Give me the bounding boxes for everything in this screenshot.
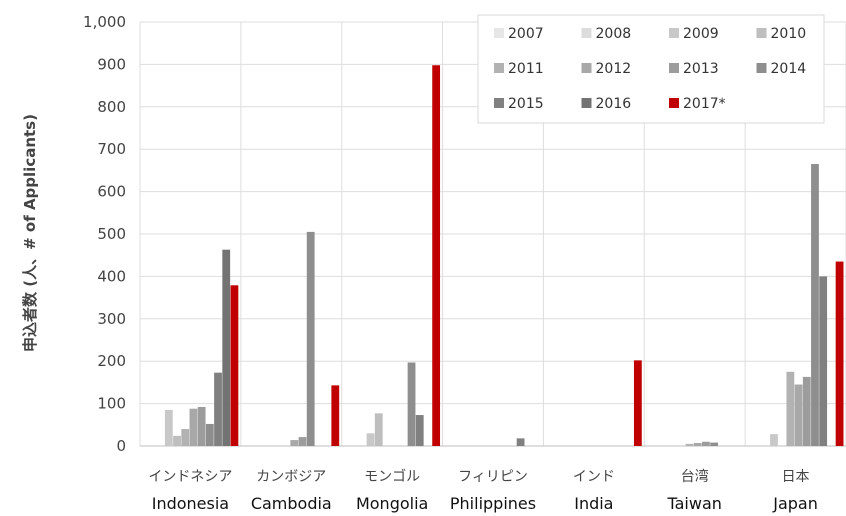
bar xyxy=(189,408,198,446)
y-tick-label: 700 xyxy=(97,140,126,158)
bar xyxy=(811,164,819,447)
category-label-en: Cambodia xyxy=(251,494,332,513)
bar xyxy=(298,437,307,446)
bar xyxy=(693,443,702,446)
bar xyxy=(633,360,642,446)
y-tick-label: 300 xyxy=(97,310,126,328)
y-tick-label: 800 xyxy=(97,98,126,116)
bar xyxy=(366,433,375,446)
legend: 2007 2008 2009 2010 2011 2012 2013 2014 2015 2016… xyxy=(477,14,825,124)
legend-swatch xyxy=(581,28,592,38)
legend-swatch xyxy=(494,63,504,73)
y-tick-label: 500 xyxy=(97,225,126,243)
legend-label: 2013 xyxy=(683,61,719,77)
bar xyxy=(685,443,694,446)
category-label-en: Taiwan xyxy=(667,494,722,513)
category-label-jp: モンゴル xyxy=(364,468,420,485)
bar xyxy=(432,65,441,447)
bar xyxy=(205,423,214,446)
bar xyxy=(197,406,206,446)
legend-label: 2016 xyxy=(596,96,632,112)
legend-swatch xyxy=(669,28,679,38)
y-tick-label: 400 xyxy=(97,267,126,285)
bar xyxy=(164,409,173,446)
legend-swatch xyxy=(756,63,767,73)
category-label-en: Indonesia xyxy=(152,494,229,513)
bar xyxy=(374,413,383,446)
bar xyxy=(710,442,719,446)
bar xyxy=(819,276,828,446)
legend-swatch xyxy=(669,98,679,108)
bar xyxy=(230,285,239,446)
category-label-en: Philippines xyxy=(450,494,536,513)
legend-swatch xyxy=(494,98,504,108)
legend-label: 2011 xyxy=(508,61,544,77)
legend-swatch xyxy=(669,63,679,73)
bar xyxy=(306,231,315,446)
category-label-en: Japan xyxy=(772,494,818,513)
legend-swatch xyxy=(581,63,592,73)
y-tick-label: 100 xyxy=(97,395,126,413)
bar xyxy=(794,384,803,446)
legend-label: 2008 xyxy=(596,26,632,42)
category-label-jp: 日本 xyxy=(782,469,810,485)
bars xyxy=(164,65,844,447)
bar xyxy=(214,372,222,446)
y-tick-label: 0 xyxy=(116,437,126,455)
grid xyxy=(139,21,846,447)
legend-label: 2007 xyxy=(508,26,544,42)
y-tick-label: 1,000 xyxy=(83,13,126,31)
legend-label: 2010 xyxy=(771,26,807,42)
category-label-jp: インド xyxy=(573,469,615,485)
bar xyxy=(702,441,710,446)
bar xyxy=(181,429,190,446)
bar xyxy=(770,434,778,446)
category-label-jp: カンボジア xyxy=(256,469,326,485)
bar xyxy=(835,261,844,446)
category-label-jp: インドネシア xyxy=(148,469,232,485)
bar xyxy=(407,362,416,446)
y-tick-label: 900 xyxy=(97,55,126,73)
bar xyxy=(222,249,231,446)
legend-swatch xyxy=(581,98,592,108)
bar xyxy=(516,438,525,446)
legend-swatch xyxy=(756,28,767,38)
y-axis-label: 申込者数 (人、# of Applicants) xyxy=(21,114,39,352)
legend-label: 2017* xyxy=(683,96,726,112)
y-tick-label: 200 xyxy=(97,352,126,370)
bar xyxy=(786,371,795,446)
category-label-jp: フィリピン xyxy=(458,469,528,485)
legend-swatch xyxy=(494,28,504,38)
bar xyxy=(415,415,424,446)
y-tick-label: 600 xyxy=(97,183,126,201)
bar xyxy=(802,376,811,446)
category-label-en: Mongolia xyxy=(356,494,428,513)
y-axis-ticks: 0 100 200 300 400 500 600 700 800 900 1,000 xyxy=(83,13,126,455)
category-label-jp: 台湾 xyxy=(681,468,709,485)
legend-label: 2015 xyxy=(508,96,544,112)
category-label-en: India xyxy=(574,494,613,513)
x-axis-labels: インドネシア Indonesia カンボジア Cambodia モンゴル Mongolia… xyxy=(148,468,817,513)
legend-label: 2009 xyxy=(683,26,719,42)
bar xyxy=(331,385,340,446)
bar xyxy=(290,440,299,446)
legend-label: 2012 xyxy=(596,61,632,77)
bar xyxy=(173,435,181,446)
legend-label: 2014 xyxy=(771,61,807,77)
